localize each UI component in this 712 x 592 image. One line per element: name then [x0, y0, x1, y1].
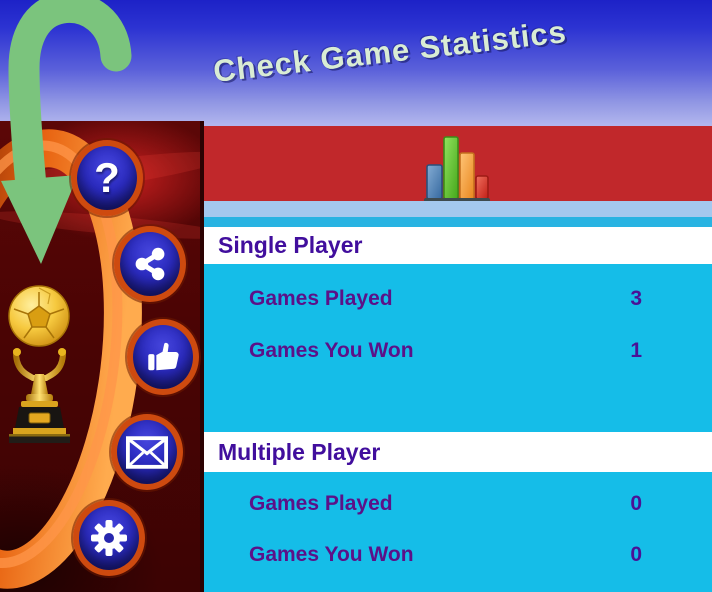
like-button[interactable]	[127, 319, 199, 395]
panel-lightblue-strip	[204, 201, 712, 217]
section-title: Single Player	[218, 232, 363, 258]
stat-label: Games Played	[249, 287, 393, 310]
mail-icon	[126, 435, 168, 469]
stat-value: 0	[630, 543, 642, 566]
stat-value: 1	[630, 339, 642, 362]
stat-value: 0	[630, 492, 642, 515]
share-button[interactable]	[114, 226, 186, 302]
stat-label: Games You Won	[249, 339, 414, 362]
stat-label: Games You Won	[249, 543, 414, 566]
section-title: Multiple Player	[218, 439, 381, 465]
stat-row-multi-games-won: Games You Won 0	[204, 543, 712, 569]
stat-row-single-games-won: Games You Won 1	[204, 339, 712, 365]
share-icon	[135, 247, 165, 281]
stat-value: 3	[630, 287, 642, 310]
soccer-trophy-icon	[8, 285, 70, 443]
panel-red-band	[204, 126, 712, 203]
gear-icon	[91, 520, 127, 556]
mail-button[interactable]	[111, 414, 183, 490]
statistics-panel: Single Player Games Played 3 Games You W…	[204, 126, 712, 592]
stat-label: Games Played	[249, 492, 393, 515]
sidebar-panel-divider	[200, 121, 204, 592]
stat-row-single-games-played: Games Played 3	[204, 287, 712, 313]
section-header-multiple-player: Multiple Player	[204, 432, 712, 472]
header-banner: Check Game Statistics	[0, 0, 712, 126]
question-icon: ?	[94, 154, 120, 201]
help-button[interactable]: ?	[71, 140, 143, 216]
bar-chart-icon	[424, 136, 490, 203]
page-title: Check Game Statistics	[211, 14, 569, 90]
panel-cyan-strip	[204, 217, 712, 227]
section-header-single-player: Single Player	[204, 227, 712, 264]
settings-button[interactable]	[73, 500, 145, 576]
thumbs-up-icon	[148, 342, 179, 371]
stat-row-multi-games-played: Games Played 0	[204, 492, 712, 518]
